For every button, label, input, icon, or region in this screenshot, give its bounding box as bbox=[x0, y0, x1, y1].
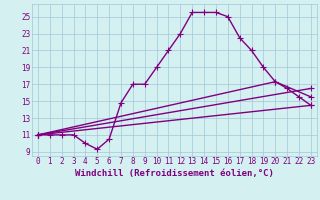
X-axis label: Windchill (Refroidissement éolien,°C): Windchill (Refroidissement éolien,°C) bbox=[75, 169, 274, 178]
